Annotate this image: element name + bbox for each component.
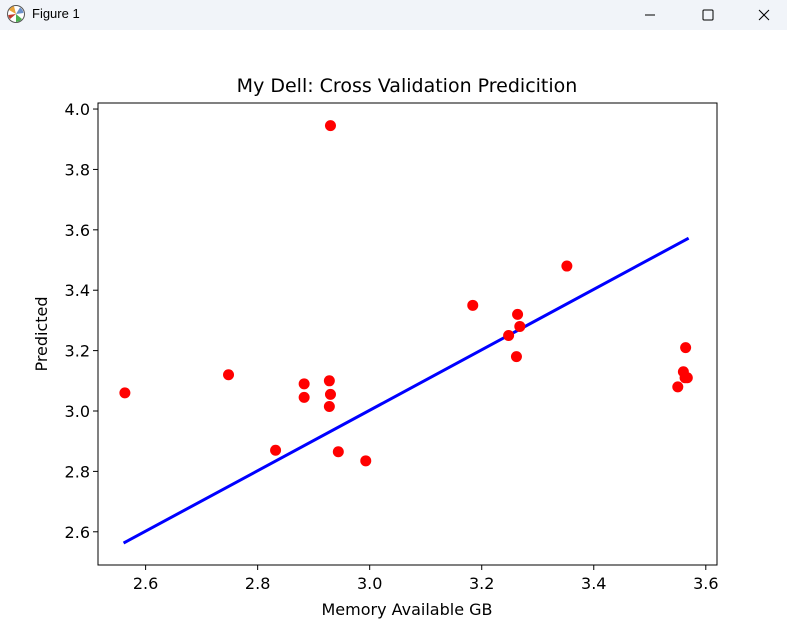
regression-line <box>122 236 690 545</box>
x-tick-label: 3.0 <box>357 574 382 593</box>
scatter-point <box>323 400 335 412</box>
minimize-icon <box>645 14 655 16</box>
chart-title: My Dell: Cross Validation Predicition <box>237 75 578 97</box>
close-icon <box>758 9 770 21</box>
scatter-point <box>323 375 335 387</box>
scatter-point <box>298 378 310 390</box>
y-tick-label: 2.6 <box>65 523 90 542</box>
x-tick-label: 3.2 <box>469 574 494 593</box>
scatter-point <box>514 320 526 332</box>
maximize-button[interactable] <box>685 0 731 30</box>
y-tick-label: 3.2 <box>65 342 90 361</box>
scatter-point <box>512 308 524 320</box>
y-tick-label: 3.8 <box>65 160 90 179</box>
scatter-point <box>503 330 515 342</box>
maximize-icon <box>702 9 714 21</box>
minimize-button[interactable] <box>627 0 673 30</box>
plot-marks <box>119 120 693 545</box>
close-button[interactable] <box>741 0 787 30</box>
scatter-point <box>467 299 479 311</box>
scatter-point <box>680 342 692 354</box>
scatter-chart: My Dell: Cross Validation Predicition 2.… <box>32 75 719 619</box>
scatter-point <box>223 369 235 381</box>
x-axis: 2.6 2.8 3.0 3.2 3.4 3.6 <box>133 565 719 593</box>
scatter-point <box>324 120 336 132</box>
y-tick-label: 3.4 <box>65 281 90 300</box>
scatter-point <box>672 381 684 393</box>
y-axis-label: Predicted <box>32 296 51 371</box>
window-title: Figure 1 <box>32 6 80 21</box>
scatter-point <box>681 372 693 384</box>
scatter-point <box>270 444 282 456</box>
scatter-point <box>561 260 573 272</box>
scatter-point <box>360 455 372 467</box>
figure-canvas: My Dell: Cross Validation Predicition 2.… <box>0 30 787 627</box>
scatter-point <box>298 391 310 403</box>
y-tick-label: 3.6 <box>65 221 90 240</box>
x-tick-label: 3.4 <box>581 574 606 593</box>
x-axis-label: Memory Available GB <box>321 600 492 619</box>
x-tick-label: 3.6 <box>693 574 718 593</box>
scatter-point <box>324 388 336 400</box>
y-axis: 2.6 2.8 3.0 3.2 3.4 3.6 3.8 4.0 <box>65 100 98 542</box>
scatter-point <box>119 387 131 399</box>
x-tick-label: 2.6 <box>133 574 158 593</box>
scatter-point <box>332 446 344 458</box>
matplotlib-icon <box>7 5 25 23</box>
scatter-point <box>510 351 522 363</box>
y-tick-label: 2.8 <box>65 462 90 481</box>
x-tick-label: 2.8 <box>245 574 270 593</box>
y-tick-label: 3.0 <box>65 402 90 421</box>
window-titlebar: Figure 1 <box>0 0 787 30</box>
plot-area <box>97 102 718 566</box>
y-tick-label: 4.0 <box>65 100 90 119</box>
